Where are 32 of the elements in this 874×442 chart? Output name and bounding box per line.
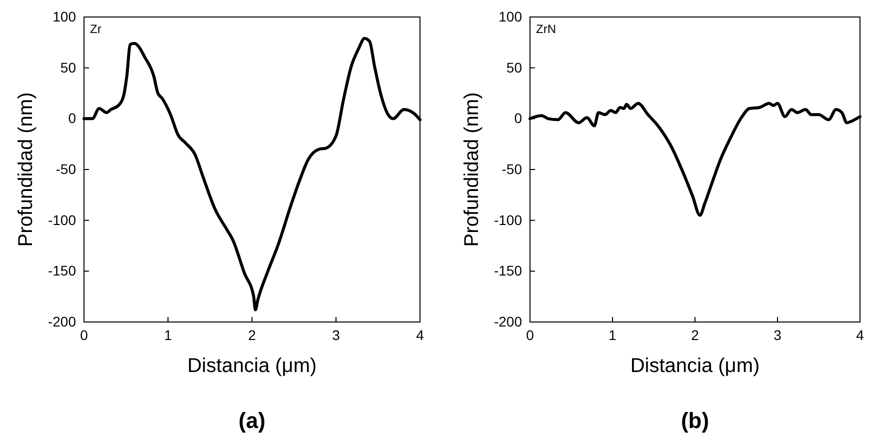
x-tick-label: 2 bbox=[248, 326, 256, 343]
annotation: ZrN bbox=[536, 22, 556, 36]
y-axis-title: Profundidad (nm) bbox=[461, 92, 483, 247]
annotation: Zr bbox=[90, 22, 102, 36]
y-tick-label: 0 bbox=[514, 110, 522, 126]
x-tick-label: 4 bbox=[856, 326, 864, 343]
y-tick-label: -100 bbox=[494, 212, 522, 228]
x-tick-label: 3 bbox=[332, 326, 340, 343]
y-tick-label: -150 bbox=[48, 262, 76, 279]
y-tick-label: -200 bbox=[494, 313, 522, 330]
y-tick-label: -200 bbox=[48, 313, 76, 330]
y-tick-label: 100 bbox=[52, 8, 76, 24]
y-tick-label: 0 bbox=[68, 110, 76, 126]
y-tick-label: 100 bbox=[498, 8, 522, 24]
text: (a) bbox=[238, 408, 266, 433]
y-tick-label: -50 bbox=[502, 160, 522, 177]
y-tick-label: -50 bbox=[56, 160, 76, 177]
y-axis-title: Profundidad (nm) bbox=[15, 92, 37, 247]
x-tick-label: 0 bbox=[80, 326, 88, 343]
y-tick-label: -150 bbox=[494, 262, 522, 279]
x-axis-title: Distancia (μm) bbox=[630, 355, 760, 377]
x-tick-label: 4 bbox=[416, 326, 424, 343]
x-tick-label: 1 bbox=[164, 326, 172, 343]
x-axis-title: Distancia (μm) bbox=[187, 355, 317, 377]
x-tick-label: 0 bbox=[526, 326, 534, 343]
x-tick-label: 1 bbox=[608, 326, 617, 343]
y-tick-label: 50 bbox=[506, 59, 522, 76]
y-tick-label: -100 bbox=[48, 212, 76, 228]
x-tick-label: 2 bbox=[691, 326, 700, 343]
text: (b) bbox=[680, 408, 710, 433]
x-tick-label: 3 bbox=[774, 326, 782, 343]
y-tick-label: 50 bbox=[60, 59, 76, 76]
